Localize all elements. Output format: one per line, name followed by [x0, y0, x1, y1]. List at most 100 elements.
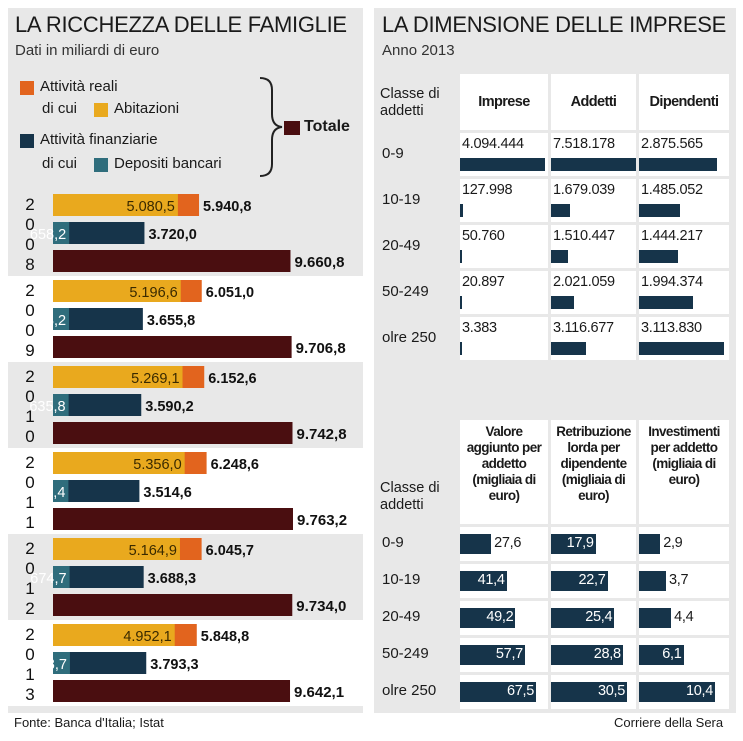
row-label: 10-19 [382, 571, 421, 588]
bar-depositi [53, 480, 69, 502]
bar-totale [53, 422, 293, 444]
table-cell: 22,7 [551, 564, 636, 598]
legend-ofwhich-financial: di cui [42, 155, 78, 172]
bar-attivita-finanziarie [53, 394, 142, 416]
cell-value: 10,4 [685, 683, 713, 699]
label-totale: 9.660,8 [294, 254, 344, 271]
column-header: Dipendenti [639, 74, 729, 130]
row-label: 10-19 [382, 190, 421, 208]
cell-value: 27,6 [494, 535, 522, 551]
value-bar [639, 645, 684, 665]
bar-abitazioni [53, 366, 183, 388]
label-depositi: 635,8 [29, 399, 65, 415]
column-header: Valore aggiunto per addetto (migliaia di… [460, 420, 548, 524]
year-label: 9 [25, 341, 34, 360]
cell-value: 3.383 [462, 320, 497, 336]
cell-value: 28,8 [593, 646, 621, 662]
table-cell: 3.383 [460, 317, 548, 360]
label-abitazioni: 4.952,1 [123, 629, 171, 645]
label-abitazioni: 5.164,9 [129, 543, 177, 559]
bar-totale [53, 594, 293, 616]
row-label: 0-9 [382, 144, 404, 162]
cell-value: 1.994.374 [641, 274, 703, 290]
bar-totale [53, 336, 292, 358]
legend-swatch-deposits [94, 158, 108, 172]
cell-value: 3,7 [669, 572, 689, 588]
label-attivita-finanziarie: 3.655,8 [147, 313, 195, 329]
year-label: 1 [25, 407, 34, 426]
table-cell: 50.760 [460, 225, 548, 268]
left-subtitle: Dati in miliardi di euro [15, 42, 160, 59]
cell-value: 1.485.052 [641, 182, 703, 198]
label-attivita-finanziarie: 3.720,0 [148, 227, 196, 243]
cell-value: 25,4 [585, 609, 613, 625]
year-label: 3 [25, 685, 34, 704]
cell-value: 3.116.677 [553, 320, 614, 336]
value-bar [460, 645, 525, 665]
label-attivita-finanziarie: 3.688,3 [148, 571, 196, 587]
bar-attivita-finanziarie [53, 480, 140, 502]
year-label: 2 [25, 539, 34, 558]
cell-value: 127.998 [462, 182, 513, 198]
year-label: 0 [25, 559, 34, 578]
credit: Corriere della Sera [614, 715, 724, 730]
bar-attivita-finanziarie [53, 308, 143, 330]
table-cell: 25,4 [551, 601, 636, 635]
year-label: 2 [25, 453, 34, 472]
table-cell: 27,6 [460, 527, 548, 561]
cell-value: 2.875.565 [641, 136, 703, 152]
label-totale: 9.763,2 [297, 512, 347, 529]
legend-label-housing: Abitazioni [114, 100, 180, 117]
value-bar [460, 534, 492, 554]
bar-abitazioni [53, 624, 175, 646]
value-bar [551, 342, 587, 355]
value-bar [460, 204, 463, 217]
table-cell: 41,4 [460, 564, 548, 598]
row-label: olre 250 [382, 682, 437, 699]
year-label: 0 [25, 473, 34, 492]
table-cell: 4,4 [639, 601, 729, 635]
value-bar [551, 645, 623, 665]
column-header: Imprese [460, 74, 548, 130]
table-cell: 7.518.178 [551, 133, 636, 176]
table-cell: 1.679.039 [551, 179, 636, 222]
cell-value: 1.679.039 [553, 182, 615, 198]
value-bar [639, 608, 672, 628]
year-label: 1 [25, 513, 34, 532]
bar-totale [53, 508, 293, 530]
value-bar [460, 158, 545, 171]
cell-value: 17,9 [566, 535, 594, 551]
column-header-label: Dipendenti [649, 94, 720, 110]
bar-depositi [53, 308, 70, 330]
cell-value: 1.444.217 [641, 228, 703, 244]
table-cell: 4.094.444 [460, 133, 548, 176]
row-header-title: Classe di addetti [380, 86, 440, 119]
label-attivita-reali: 5.940,8 [203, 199, 251, 215]
year-label: 0 [25, 321, 34, 340]
table-cell: 3,7 [639, 564, 729, 598]
year-label: 1 [25, 665, 34, 684]
row-label: 50-249 [382, 645, 429, 662]
column-header-label: Retribuzione lorda per dipendente (migli… [556, 424, 631, 503]
legend-ofwhich-real: di cui [42, 100, 78, 117]
table-cell: 6,1 [639, 638, 729, 672]
row-label: 50-249 [382, 282, 429, 300]
table-cell: 3.113.830 [639, 317, 729, 360]
table-cell: 2.021.059 [551, 271, 636, 314]
table-cell: 10,4 [639, 675, 729, 709]
right-title: LA DIMENSIONE DELLE IMPRESE [382, 12, 727, 37]
cell-value: 41,4 [477, 572, 505, 588]
bar-totale [53, 680, 291, 702]
column-header-label: Investimenti per addetto (migliaia di eu… [648, 424, 720, 487]
column-header: Retribuzione lorda per dipendente (migli… [551, 420, 636, 524]
table-cell: 3.116.677 [551, 317, 636, 360]
label-abitazioni: 5.080,5 [126, 199, 174, 215]
cell-value: 67,5 [506, 683, 534, 699]
value-bar [460, 682, 536, 702]
value-bar [551, 250, 569, 263]
year-label: 2 [25, 367, 34, 386]
value-bar [551, 296, 574, 309]
column-header: Investimenti per addetto (migliaia di eu… [639, 420, 729, 524]
year-label: 0 [25, 301, 34, 320]
bar-abitazioni [53, 194, 178, 216]
